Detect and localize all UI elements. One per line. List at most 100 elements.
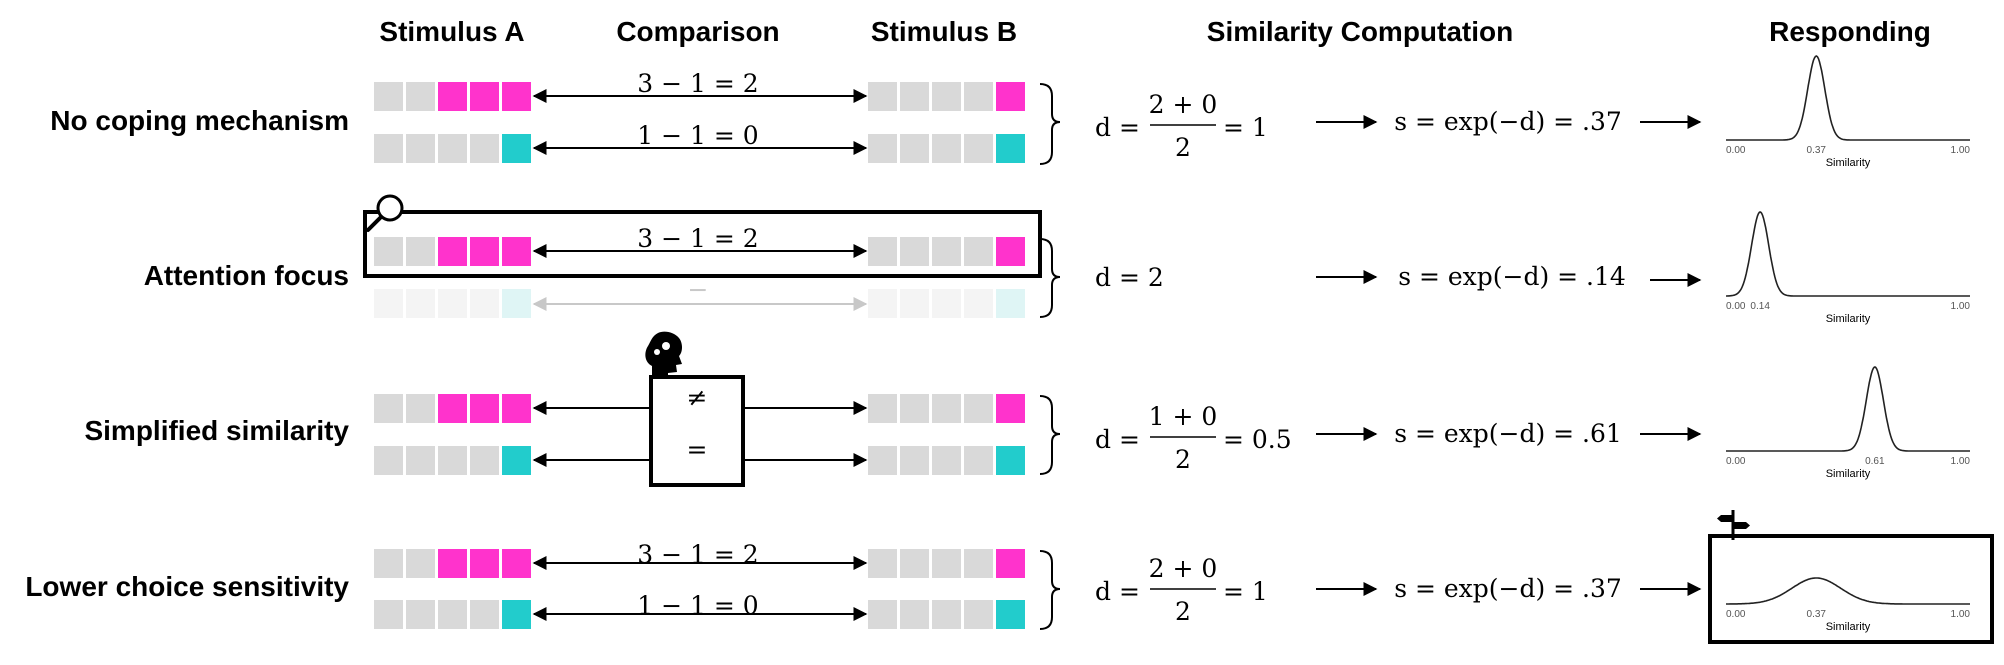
comparison-row2-cyan-faded: − — [688, 275, 709, 304]
tick-label-min: 0.00 — [1726, 456, 1746, 467]
header-stimulus-a: Stimulus A — [379, 16, 524, 47]
stimulus-b-cell — [964, 289, 993, 318]
stimulus-a-cell — [438, 600, 467, 629]
header-stimulus-b: Stimulus B — [871, 16, 1017, 47]
distance-lhs: d = — [1095, 425, 1140, 454]
stimulus-b-cell — [932, 394, 961, 423]
stimulus-b-cell — [868, 134, 897, 163]
tick-label-peak: 0.37 — [1807, 609, 1827, 620]
stimulus-b-cell — [932, 237, 961, 266]
distance-denominator: 2 — [1175, 133, 1191, 162]
distance-row1: d = 2 + 0 2 = 1 — [1095, 90, 1268, 162]
stimulus-a-cell — [406, 82, 435, 111]
stimulus-a-cell — [374, 289, 403, 318]
distance-rhs: = 1 — [1223, 577, 1268, 606]
stimulus-b-cell — [900, 289, 929, 318]
tick-label-peak: 0.14 — [1750, 301, 1770, 312]
density-curve — [1726, 55, 1970, 141]
stimulus-b-cell — [964, 394, 993, 423]
distance-denominator: 2 — [1175, 597, 1191, 626]
stimulus-b-cell — [932, 600, 961, 629]
stimulus-b-cell — [964, 82, 993, 111]
stimulus-b-cell — [964, 600, 993, 629]
distance-lhs: d = 2 — [1095, 263, 1164, 292]
brace-row3 — [1039, 395, 1061, 475]
stimulus-b-cell — [868, 289, 897, 318]
header-comparison: Comparison — [616, 16, 779, 47]
distance-row3: d = 1 + 0 2 = 0.5 — [1095, 402, 1292, 474]
stimulus-a-cell — [406, 600, 435, 629]
stimulus-b-cell — [996, 134, 1025, 163]
tick-label-max: 1.00 — [1951, 609, 1971, 620]
comparison-row4-cyan: 1 − 1 = 0 — [637, 591, 758, 620]
stimulus-a-cell — [502, 394, 531, 423]
distance-denominator: 2 — [1175, 445, 1191, 474]
tick-label-min: 0.00 — [1726, 609, 1746, 620]
stimulus-a-cell — [470, 82, 499, 111]
brace-row2 — [1039, 238, 1061, 318]
stimulus-a-cell — [502, 237, 531, 266]
stimulus-b-cell — [868, 600, 897, 629]
density-curve — [1726, 211, 1970, 297]
stimulus-b-cell — [996, 289, 1025, 318]
stimulus-a-cell — [502, 134, 531, 163]
stimulus-a-cell — [470, 237, 499, 266]
stimulus-a-cell — [438, 549, 467, 578]
stimulus-b-cell — [932, 289, 961, 318]
tick-label-max: 1.00 — [1951, 456, 1971, 467]
row-label-no-coping: No coping mechanism — [50, 105, 349, 136]
header-responding: Responding — [1769, 16, 1931, 47]
stimulus-a-cell — [406, 446, 435, 475]
axis-label-similarity: Similarity — [1826, 621, 1871, 633]
stimulus-a-cell — [502, 82, 531, 111]
magnifier-icon — [366, 194, 404, 232]
stimulus-b-cell — [996, 82, 1025, 111]
stimulus-b-cell — [932, 82, 961, 111]
row-label-attention-focus: Attention focus — [144, 260, 349, 291]
stimulus-b-cell — [996, 549, 1025, 578]
distance-row2: d = 2 — [1095, 263, 1164, 292]
response-plot: 0.00 0.14 1.00 Similarity — [1726, 211, 1970, 325]
row-label-lower-choice-sensitivity: Lower choice sensitivity — [25, 571, 349, 602]
response-plots: 0.00 0.37 1.00 Similarity 0.00 0.14 1.00 Simila… — [1726, 55, 1971, 633]
stimulus-a-cell — [438, 394, 467, 423]
stimulus-b-cell — [868, 446, 897, 475]
stimulus-a-cell — [502, 289, 531, 318]
axis-label-similarity: Similarity — [1826, 157, 1871, 169]
flow-arrows — [1316, 115, 1702, 596]
stimulus-b-cell — [900, 237, 929, 266]
response-plot: 0.00 0.37 1.00 Similarity — [1726, 577, 1971, 633]
stimulus-a-cell — [502, 600, 531, 629]
axis-label-similarity: Similarity — [1826, 468, 1871, 480]
stimulus-a-cell — [406, 549, 435, 578]
stimulus-a-cell — [374, 394, 403, 423]
similarity-row4: s = exp(−d) = .37 — [1394, 574, 1622, 603]
stimulus-a-cell — [470, 289, 499, 318]
comparison-row1-pink: 3 − 1 = 2 — [637, 69, 758, 98]
stimulus-a-cell — [470, 394, 499, 423]
stimulus-a-cell — [470, 549, 499, 578]
stimulus-b-cell — [996, 600, 1025, 629]
signpost-icon — [1717, 510, 1750, 540]
stimulus-b-cell — [900, 600, 929, 629]
comparison-row3-equal: = — [687, 435, 708, 464]
stimulus-a-cell — [502, 446, 531, 475]
axis-label-similarity: Similarity — [1826, 313, 1871, 325]
stimulus-b-cell — [900, 446, 929, 475]
stimulus-b-cell — [996, 446, 1025, 475]
stimulus-cells — [374, 82, 1025, 629]
lower-sensitivity-box — [1708, 534, 1994, 644]
tick-label-min: 0.00 — [1726, 301, 1746, 312]
stimulus-b-cell — [996, 237, 1025, 266]
distance-numerator: 1 + 0 — [1149, 402, 1218, 431]
stimulus-b-cell — [964, 446, 993, 475]
stimulus-a-cell — [406, 394, 435, 423]
header-similarity-computation: Similarity Computation — [1207, 16, 1513, 47]
tick-label-peak: 0.61 — [1865, 456, 1885, 467]
stimulus-a-cell — [374, 134, 403, 163]
stimulus-a-cell — [406, 289, 435, 318]
stimulus-b-cell — [868, 394, 897, 423]
stimulus-b-cell — [932, 446, 961, 475]
stimulus-b-cell — [932, 134, 961, 163]
